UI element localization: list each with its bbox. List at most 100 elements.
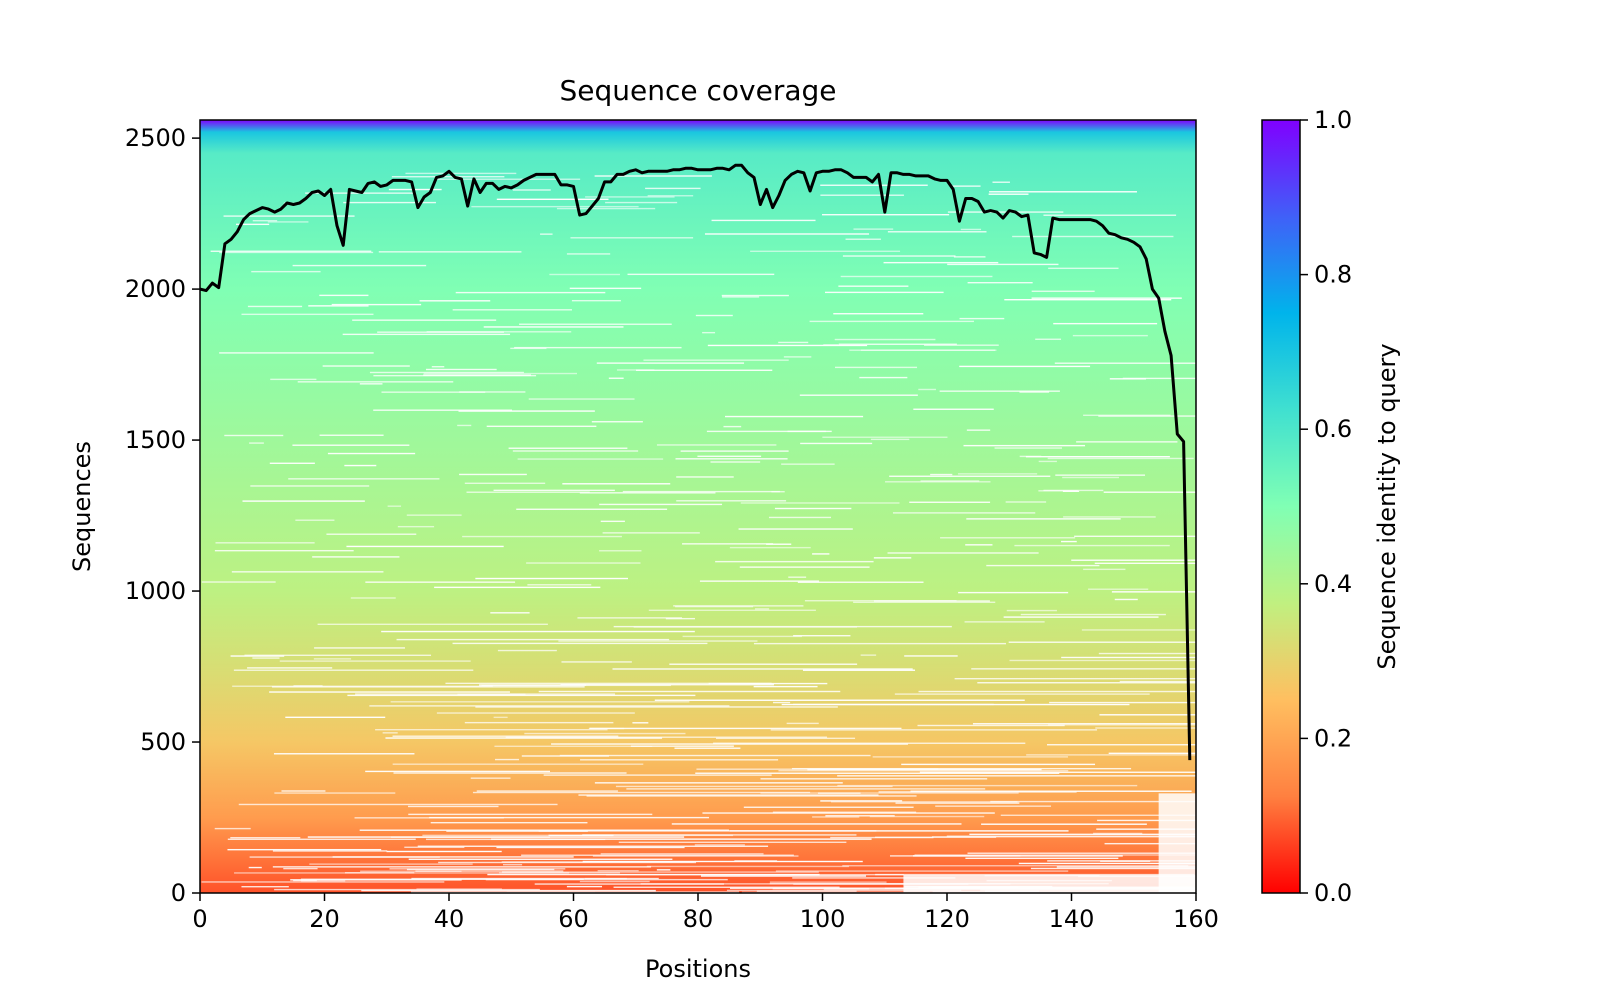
- gap-streak: [966, 518, 1121, 520]
- gap-streak: [415, 870, 564, 872]
- gap-streak: [1049, 701, 1196, 704]
- gap-streak: [524, 732, 686, 735]
- gap-streak: [251, 270, 321, 273]
- x-tick-label: 40: [434, 905, 465, 933]
- gap-streak: [849, 349, 996, 351]
- gap-streak: [920, 480, 980, 482]
- gap-streak: [1095, 727, 1196, 729]
- gap-streak: [331, 303, 422, 306]
- gap-streak: [1020, 613, 1166, 616]
- gap-streak: [618, 841, 847, 844]
- gap-streak: [419, 300, 491, 302]
- gap-streak: [965, 544, 993, 546]
- gap-streak: [1047, 744, 1196, 746]
- gap-streak: [760, 778, 988, 780]
- gap-streak: [344, 464, 377, 467]
- gap-streak: [219, 251, 374, 254]
- gap-streak: [959, 365, 1091, 368]
- gap-streak: [830, 836, 934, 839]
- gap-streak: [833, 313, 924, 315]
- gap-streak: [753, 685, 818, 688]
- gap-streak: [521, 854, 794, 856]
- gap-streak: [1048, 267, 1119, 270]
- gap-streak: [990, 800, 1196, 803]
- gap-streak: [556, 207, 656, 210]
- gap-streak: [971, 668, 1196, 670]
- colorbar-tick-label: 1.0: [1314, 106, 1352, 134]
- gap-streak: [510, 347, 547, 350]
- gap-streak: [697, 455, 762, 458]
- gap-streak: [538, 690, 841, 693]
- gap-streak: [953, 256, 986, 258]
- gap-streak: [800, 442, 873, 445]
- gap-streak: [438, 861, 697, 864]
- gap-streak: [1100, 860, 1151, 862]
- gap-streak: [909, 501, 991, 503]
- gap-streak: [950, 185, 981, 187]
- gap-streak: [613, 886, 840, 888]
- gap-streak: [822, 436, 948, 438]
- gap-streak: [1098, 652, 1196, 655]
- gap-streak: [669, 663, 858, 665]
- gap-streak: [247, 667, 333, 669]
- gap-streak: [233, 669, 474, 671]
- gap-streak: [267, 221, 309, 223]
- y-tick-label: 2500: [125, 124, 186, 152]
- gap-streak: [853, 228, 894, 230]
- gap-streak: [754, 608, 770, 610]
- gap-streak: [721, 294, 789, 297]
- gap-streak: [963, 444, 1086, 447]
- gap-streak: [1114, 598, 1138, 601]
- gap-streak: [327, 452, 416, 455]
- gap-streak: [605, 201, 678, 204]
- gap-streak: [378, 251, 522, 253]
- gap-streak: [964, 621, 1045, 623]
- gap-streak: [640, 883, 1011, 885]
- colorbar-label: Sequence identity to query: [1373, 343, 1401, 669]
- gap-streak: [1055, 474, 1146, 476]
- gap-streak: [360, 870, 462, 872]
- gap-streak: [1018, 862, 1196, 865]
- gap-streak: [425, 368, 497, 371]
- gap-streak: [1074, 535, 1196, 537]
- gap-streak: [582, 834, 857, 836]
- gap-streak: [270, 378, 317, 381]
- gap-streak: [646, 865, 849, 868]
- gap-streak: [215, 542, 315, 544]
- gap-streak: [947, 263, 1059, 266]
- gap-streak: [381, 630, 695, 633]
- gap-streak: [373, 409, 513, 411]
- gap-streak: [675, 458, 788, 460]
- gap-streak: [495, 758, 520, 761]
- gap-streak: [396, 638, 670, 641]
- gap-streak: [919, 771, 1196, 773]
- gap-streak: [1054, 362, 1196, 364]
- gap-streak: [812, 553, 830, 555]
- gap-streak: [279, 660, 471, 662]
- gap-streak: [597, 869, 639, 872]
- gap-streak: [1043, 214, 1177, 216]
- gap-streak: [471, 205, 639, 208]
- gap-streak: [1061, 656, 1196, 659]
- gap-streak: [516, 508, 668, 510]
- gap-streak: [599, 550, 642, 552]
- gap-streak: [558, 640, 758, 642]
- gap-streak: [702, 812, 995, 814]
- gap-streak: [386, 850, 502, 853]
- gap-streak: [496, 198, 609, 201]
- gap-streak: [423, 374, 531, 376]
- x-tick-label: 160: [1173, 905, 1219, 933]
- gap-streak: [462, 535, 622, 538]
- gap-streak: [570, 237, 694, 239]
- gap-streak: [965, 857, 1119, 859]
- gap-streak: [695, 772, 1060, 774]
- x-axis: 0 20 40 60 80 100 120 140 160: [192, 893, 1219, 933]
- gap-streak: [290, 879, 462, 881]
- gap-streak: [322, 365, 410, 367]
- gap-streak: [472, 791, 811, 794]
- gap-streak: [793, 635, 851, 637]
- gap-streak: [830, 801, 1018, 803]
- gap-streak: [675, 605, 754, 608]
- y-axis: 0 500 1000 1500 2000 2500: [125, 124, 200, 907]
- gap-streak: [201, 881, 445, 883]
